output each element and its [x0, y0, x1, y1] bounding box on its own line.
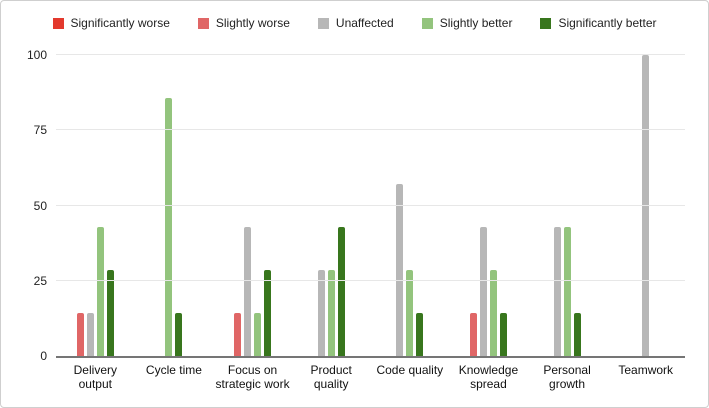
x-axis-label: Personal growth: [543, 363, 591, 392]
x-axis-label: Delivery output: [73, 363, 117, 392]
chart-area: 0 25 50 75 100 Delivery output Cycle time Focu…: [27, 48, 685, 392]
bar: [264, 269, 272, 356]
bar: [489, 269, 497, 356]
legend-item: Significantly better: [540, 16, 657, 30]
y-axis-tick-label: 0: [40, 349, 47, 363]
x-axis-label: Cycle time: [145, 363, 202, 377]
bar: [317, 269, 325, 356]
legend-label: Significantly worse: [70, 16, 170, 30]
bar: [479, 226, 487, 356]
bar: [165, 98, 173, 356]
legend-swatch-icon: [317, 17, 329, 29]
x-axis-labels: Delivery output Cycle time Focus on strate…: [56, 363, 685, 392]
bar-group: [606, 55, 685, 356]
bar: [563, 226, 571, 356]
y-axis-tick-label: 25: [33, 273, 47, 288]
plot-area: 0 25 50 75 100: [27, 48, 685, 363]
legend-label: Unaffected: [335, 16, 394, 30]
bar: [406, 269, 414, 356]
bar: [244, 226, 252, 356]
y-axis-tick-label: 100: [26, 48, 47, 62]
bar-group: [528, 55, 607, 356]
x-axis-label: Product quality: [310, 363, 352, 392]
bar: [553, 226, 561, 356]
legend-swatch-icon: [52, 17, 64, 29]
bar: [499, 312, 507, 356]
bar-group: [135, 55, 214, 356]
bar: [327, 269, 335, 356]
legend-swatch-icon: [197, 17, 209, 29]
bar-groups: [56, 55, 685, 356]
chart-legend: Significantly worse Slightly worse Unaffec…: [1, 1, 708, 30]
bar: [396, 184, 404, 356]
gridline: [56, 204, 685, 206]
legend-label: Significantly better: [558, 16, 657, 30]
x-axis-label: Teamwork: [618, 363, 674, 377]
legend-item: Unaffected: [317, 16, 394, 30]
legend-label: Slightly worse: [215, 16, 290, 30]
bar: [469, 312, 477, 356]
gridline: [56, 54, 685, 55]
legend-item: Slightly better: [421, 16, 513, 30]
bar: [86, 312, 94, 356]
bar-group: [292, 55, 371, 356]
bar-group: [213, 55, 292, 356]
bar: [337, 226, 345, 356]
legend-item: Slightly worse: [197, 16, 290, 30]
legend-swatch-icon: [421, 17, 433, 29]
gridline: [56, 279, 685, 281]
x-axis-label: Knowledge spread: [458, 363, 519, 392]
bar: [96, 226, 104, 356]
bar-group: [56, 55, 135, 356]
bar: [642, 55, 650, 356]
legend-label: Slightly better: [439, 16, 513, 30]
bar: [234, 312, 242, 356]
y-axis-tick-label: 75: [33, 123, 47, 138]
bar: [573, 312, 581, 356]
bar: [175, 312, 183, 356]
bar-group: [449, 55, 528, 356]
bar: [416, 312, 424, 356]
legend-swatch-icon: [540, 17, 552, 29]
bar: [254, 312, 262, 356]
x-axis-label: Code quality: [376, 363, 444, 377]
legend-item: Significantly worse: [52, 16, 170, 30]
y-axis-tick-label: 50: [33, 198, 47, 213]
x-axis-label: Focus on strategic work: [215, 363, 290, 392]
gridline: [56, 129, 685, 131]
bar: [106, 269, 114, 356]
bar: [76, 312, 84, 356]
bar-group: [371, 55, 450, 356]
